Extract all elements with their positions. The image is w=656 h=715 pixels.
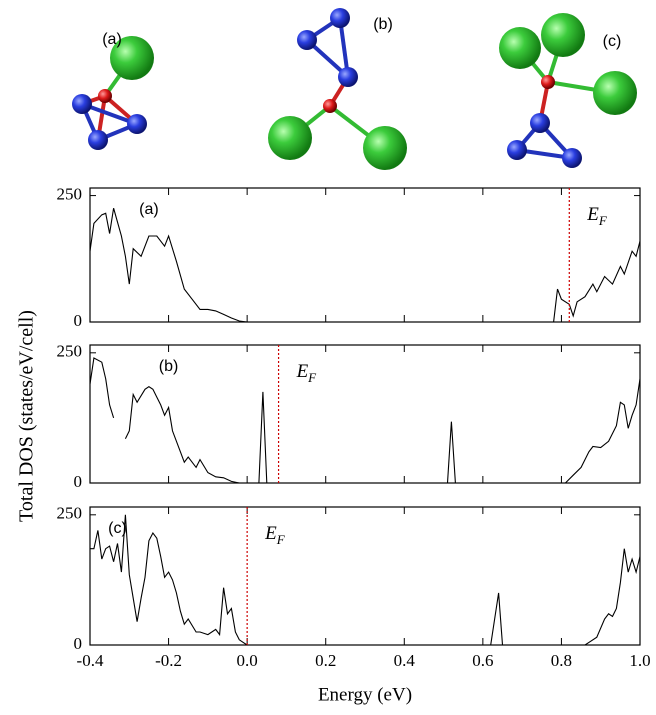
x-tick-label: 0.0 bbox=[237, 651, 258, 670]
panel-label: (c) bbox=[108, 520, 127, 537]
x-tick-label: 0.8 bbox=[551, 651, 572, 670]
fermi-label: EF bbox=[586, 204, 608, 228]
fermi-label-sub: F bbox=[276, 532, 286, 547]
dos-line bbox=[90, 358, 640, 483]
y-axis-label: Total DOS (states/eV/cell) bbox=[16, 310, 38, 522]
structure-b: (b) bbox=[268, 8, 407, 170]
fermi-label-main: E bbox=[264, 523, 277, 544]
plot-frame bbox=[90, 188, 640, 322]
dos-line bbox=[90, 208, 640, 322]
fermi-label-main: E bbox=[296, 361, 309, 382]
x-tick-label: -0.4 bbox=[77, 651, 104, 670]
y-tick-label: 0 bbox=[74, 311, 83, 330]
x-axis-label: Energy (eV) bbox=[318, 684, 412, 705]
fermi-label-sub: F bbox=[307, 370, 317, 385]
structure-a: (a) bbox=[72, 31, 154, 150]
fermi-label-main: E bbox=[586, 204, 599, 225]
y-tick-label: 0 bbox=[74, 472, 83, 491]
y-tick-label: 250 bbox=[57, 184, 83, 203]
x-tick-label: 0.4 bbox=[394, 651, 416, 670]
fermi-label: EF bbox=[264, 523, 286, 547]
x-tick-label: 0.2 bbox=[315, 651, 336, 670]
structure-label: (a) bbox=[102, 31, 122, 48]
dos-line bbox=[90, 515, 640, 645]
panel-label: (a) bbox=[139, 201, 159, 218]
plot-frame bbox=[90, 507, 640, 645]
structure-c: (c) bbox=[499, 13, 637, 168]
x-tick-label: 1.0 bbox=[629, 651, 650, 670]
structure-label: (b) bbox=[373, 16, 393, 33]
x-tick-label: 0.6 bbox=[472, 651, 493, 670]
panel-label: (b) bbox=[159, 358, 179, 375]
y-tick-label: 250 bbox=[57, 504, 83, 523]
figure: (a) (b) (c) Total DOS (states/eV/cell) E… bbox=[0, 0, 656, 715]
x-tick-label: -0.2 bbox=[155, 651, 182, 670]
structure-label: (c) bbox=[603, 33, 622, 50]
fermi-label-sub: F bbox=[598, 213, 608, 228]
fermi-label: EF bbox=[296, 361, 318, 385]
y-tick-label: 250 bbox=[57, 342, 83, 361]
